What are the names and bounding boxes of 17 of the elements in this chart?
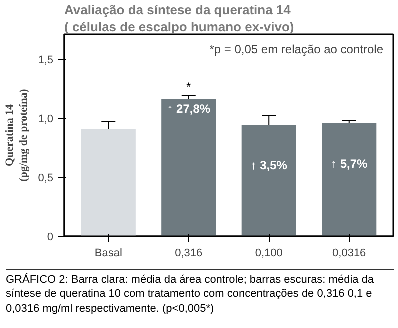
y-axis-title: Queratina 14 (pg/mg de proteína)	[4, 88, 30, 182]
y-tick-label: 1,0	[38, 113, 54, 126]
y-tick-label: 1,5	[38, 54, 54, 66]
chart-title: Avaliação da síntese da queratina 14	[64, 2, 292, 18]
x-tick-label: 0,316	[175, 248, 203, 260]
annotation: ↑ 3,5%	[250, 158, 288, 172]
annotation: ↑ 27,8%	[167, 102, 211, 116]
annotation: *p = 0,05 em relação ao controle	[210, 42, 384, 56]
x-tick-label: Basal	[94, 248, 122, 260]
annotation: *	[186, 80, 192, 94]
text: GRÁFICO 2: Barra clara: média da área controle; barras escuras: média da síntese de queratina 10 com tratamento com concentrações de 0,316 0,1 e 0,0316 mg/ml respectivamente. (p<0,005*)	[6, 273, 376, 316]
chart-subtitle: ( células de escalpo humano ex-vivo)	[64, 20, 294, 34]
y-tick-label: 0,5	[38, 172, 54, 184]
annotation: ↑ 5,7%	[331, 156, 368, 171]
x-tick-label: 0,0316	[332, 248, 366, 260]
x-tick-label: 0,100	[255, 248, 283, 260]
y-tick-label: 0	[47, 232, 54, 244]
